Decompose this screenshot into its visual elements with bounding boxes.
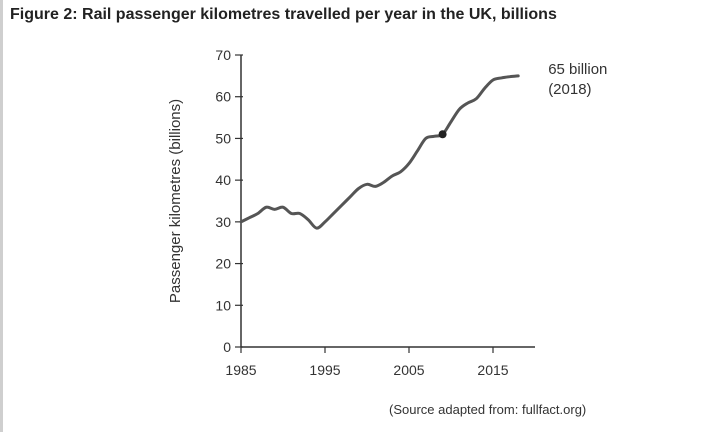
y-tick-label: 70 xyxy=(215,47,231,63)
y-tick-label: 0 xyxy=(223,339,231,355)
chart-ticks: 0 10 20 30 40 50 60 70 1985 1995 2005 2015 xyxy=(215,47,508,378)
y-tick-label: 20 xyxy=(215,256,231,272)
y-tick-label: 10 xyxy=(215,297,231,313)
y-tick-label: 40 xyxy=(215,172,231,188)
annotation-value: 65 billion xyxy=(548,61,607,78)
y-tick-label: 50 xyxy=(215,130,231,146)
y-tick-label: 30 xyxy=(215,214,231,230)
source-note: (Source adapted from: fullfact.org) xyxy=(389,402,587,417)
chart-series xyxy=(239,74,520,230)
page-left-rule xyxy=(0,0,3,432)
figure-title: Figure 2: Rail passenger kilometres trav… xyxy=(10,6,557,23)
passenger-km-line xyxy=(239,74,520,230)
highlight-point xyxy=(438,130,447,139)
y-axis-label: Passenger kilometres (billions) xyxy=(167,99,184,303)
x-tick-label: 2005 xyxy=(393,362,424,378)
annotation-year: (2018) xyxy=(548,81,591,98)
y-tick-label: 60 xyxy=(215,89,231,105)
chart-axes xyxy=(240,55,535,348)
x-tick-label: 1985 xyxy=(225,362,256,378)
x-tick-label: 1995 xyxy=(309,362,340,378)
x-tick-label: 2015 xyxy=(477,362,508,378)
